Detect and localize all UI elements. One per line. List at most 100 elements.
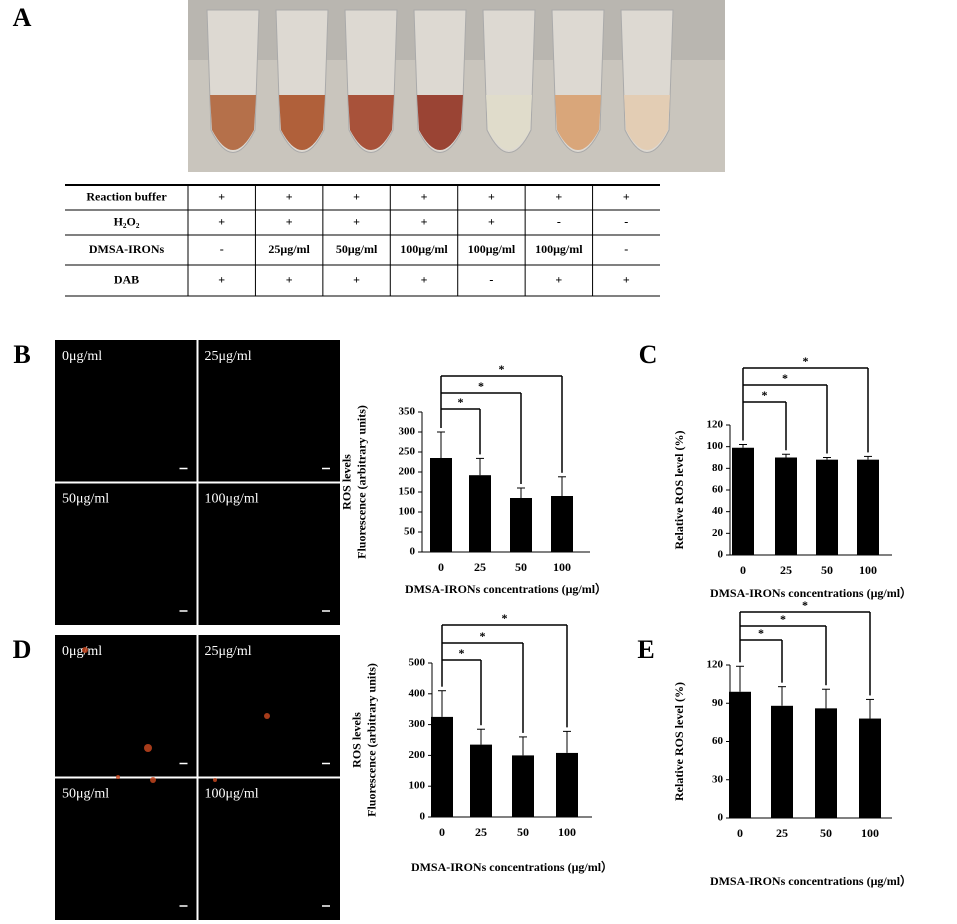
x-tick-label: 50	[820, 826, 832, 840]
x-tick-label: 0	[439, 825, 445, 839]
y-tick-label: 60	[712, 735, 724, 747]
y-tick-label: 20	[712, 527, 724, 539]
panel-label: A	[13, 3, 32, 32]
table-cell: -	[557, 214, 561, 228]
bar	[469, 475, 491, 552]
table-cell: Reaction buffer	[86, 189, 167, 203]
panel-label: D	[13, 635, 32, 664]
table-cell: +	[218, 214, 225, 228]
table-cell: +	[421, 272, 428, 286]
x-tick-label: 100	[558, 825, 576, 839]
table-cell: -	[624, 242, 628, 256]
table-cell: 25μg/ml	[268, 242, 310, 256]
y-tick-label: 60	[712, 484, 724, 496]
y-tick-label: 0	[718, 549, 724, 561]
table-cell: +	[555, 272, 562, 286]
bar	[556, 752, 578, 817]
bar	[470, 744, 492, 817]
panel-label: C	[639, 340, 658, 369]
bar	[859, 718, 881, 818]
micrograph-label: 100μg/ml	[205, 492, 259, 507]
y-axis-label: ROS levels	[349, 712, 363, 768]
panel-label: E	[637, 635, 654, 664]
y-tick-label: 100	[707, 440, 724, 452]
x-tick-label: 50	[517, 825, 529, 839]
bar	[510, 498, 532, 552]
micrograph-label: 50μg/ml	[62, 492, 109, 507]
y-tick-label: 200	[399, 466, 416, 478]
table-cell: -	[624, 214, 628, 228]
table-cell: +	[623, 189, 630, 203]
x-tick-label: 0	[740, 563, 746, 577]
table-cell: +	[421, 189, 428, 203]
table-cell: 100μg/ml	[468, 242, 516, 256]
bar	[732, 447, 754, 555]
table-cell: 50μg/ml	[336, 242, 378, 256]
table-cell: +	[353, 189, 360, 203]
bar	[775, 457, 797, 555]
x-tick-label: 25	[475, 825, 487, 839]
significance-star: *	[780, 612, 786, 626]
table-cell: +	[555, 189, 562, 203]
y-tick-label: 120	[707, 659, 724, 671]
x-axis-label: DMSA-IRONs concentrations (μg/ml）	[710, 585, 912, 600]
y-tick-label: 50	[404, 526, 416, 538]
fluorescent-spot	[213, 778, 217, 782]
y-tick-label: 100	[409, 780, 426, 792]
x-tick-label: 100	[861, 826, 879, 840]
x-tick-label: 0	[737, 826, 743, 840]
tube-liquid	[279, 95, 325, 150]
fluorescent-spot	[264, 713, 270, 719]
x-tick-label: 25	[780, 563, 792, 577]
significance-star: *	[758, 626, 764, 640]
significance-star: *	[762, 388, 768, 402]
table-cell: +	[421, 214, 428, 228]
table-cell: +	[488, 189, 495, 203]
y-tick-label: 500	[409, 657, 426, 669]
micrograph-label: 0μg/ml	[62, 349, 102, 364]
y-tick-label: 300	[399, 426, 416, 438]
table-cell: H₂O₂	[114, 214, 140, 228]
y-axis-label: Fluorescence (arbitrary units)	[354, 405, 368, 559]
significance-star: *	[803, 354, 809, 368]
table-cell: 100μg/ml	[535, 242, 583, 256]
table-cell: -	[220, 242, 224, 256]
y-tick-label: 100	[399, 506, 416, 518]
x-axis-label: DMSA-IRONs concentrations (μg/ml）	[710, 873, 912, 888]
bar	[431, 716, 453, 817]
y-tick-label: 400	[409, 687, 426, 699]
y-tick-label: 200	[409, 749, 426, 761]
tube-liquid	[210, 95, 256, 150]
table-cell: 100μg/ml	[400, 242, 448, 256]
micrograph-label: 25μg/ml	[205, 644, 252, 659]
table-cell: +	[286, 214, 293, 228]
fluorescent-spot	[144, 744, 152, 752]
bar	[512, 755, 534, 817]
tube-liquid	[486, 95, 532, 150]
tube-liquid	[348, 95, 394, 150]
fluorescent-spot	[116, 775, 120, 779]
x-tick-label: 100	[553, 560, 571, 574]
y-tick-label: 90	[712, 697, 724, 709]
y-tick-label: 0	[718, 812, 724, 824]
y-tick-label: 250	[399, 446, 416, 458]
y-axis-label: ROS levels	[339, 454, 353, 510]
table-cell: +	[623, 272, 630, 286]
table-cell: +	[218, 272, 225, 286]
significance-star: *	[499, 362, 505, 376]
table-cell: -	[489, 272, 493, 286]
table-cell: +	[353, 214, 360, 228]
y-tick-label: 30	[712, 773, 724, 785]
y-tick-label: 0	[410, 546, 416, 558]
micrograph-label: 100μg/ml	[205, 787, 259, 802]
micrograph-label: 0μg/ml	[62, 644, 102, 659]
tube-liquid	[417, 95, 463, 150]
panel-label: B	[13, 340, 30, 369]
significance-star: *	[802, 598, 808, 612]
bar	[729, 691, 751, 818]
fluorescent-spot	[82, 647, 88, 653]
significance-star: *	[480, 629, 486, 643]
micrograph-label: 25μg/ml	[205, 349, 252, 364]
table-cell: +	[286, 272, 293, 286]
significance-star: *	[459, 646, 465, 660]
